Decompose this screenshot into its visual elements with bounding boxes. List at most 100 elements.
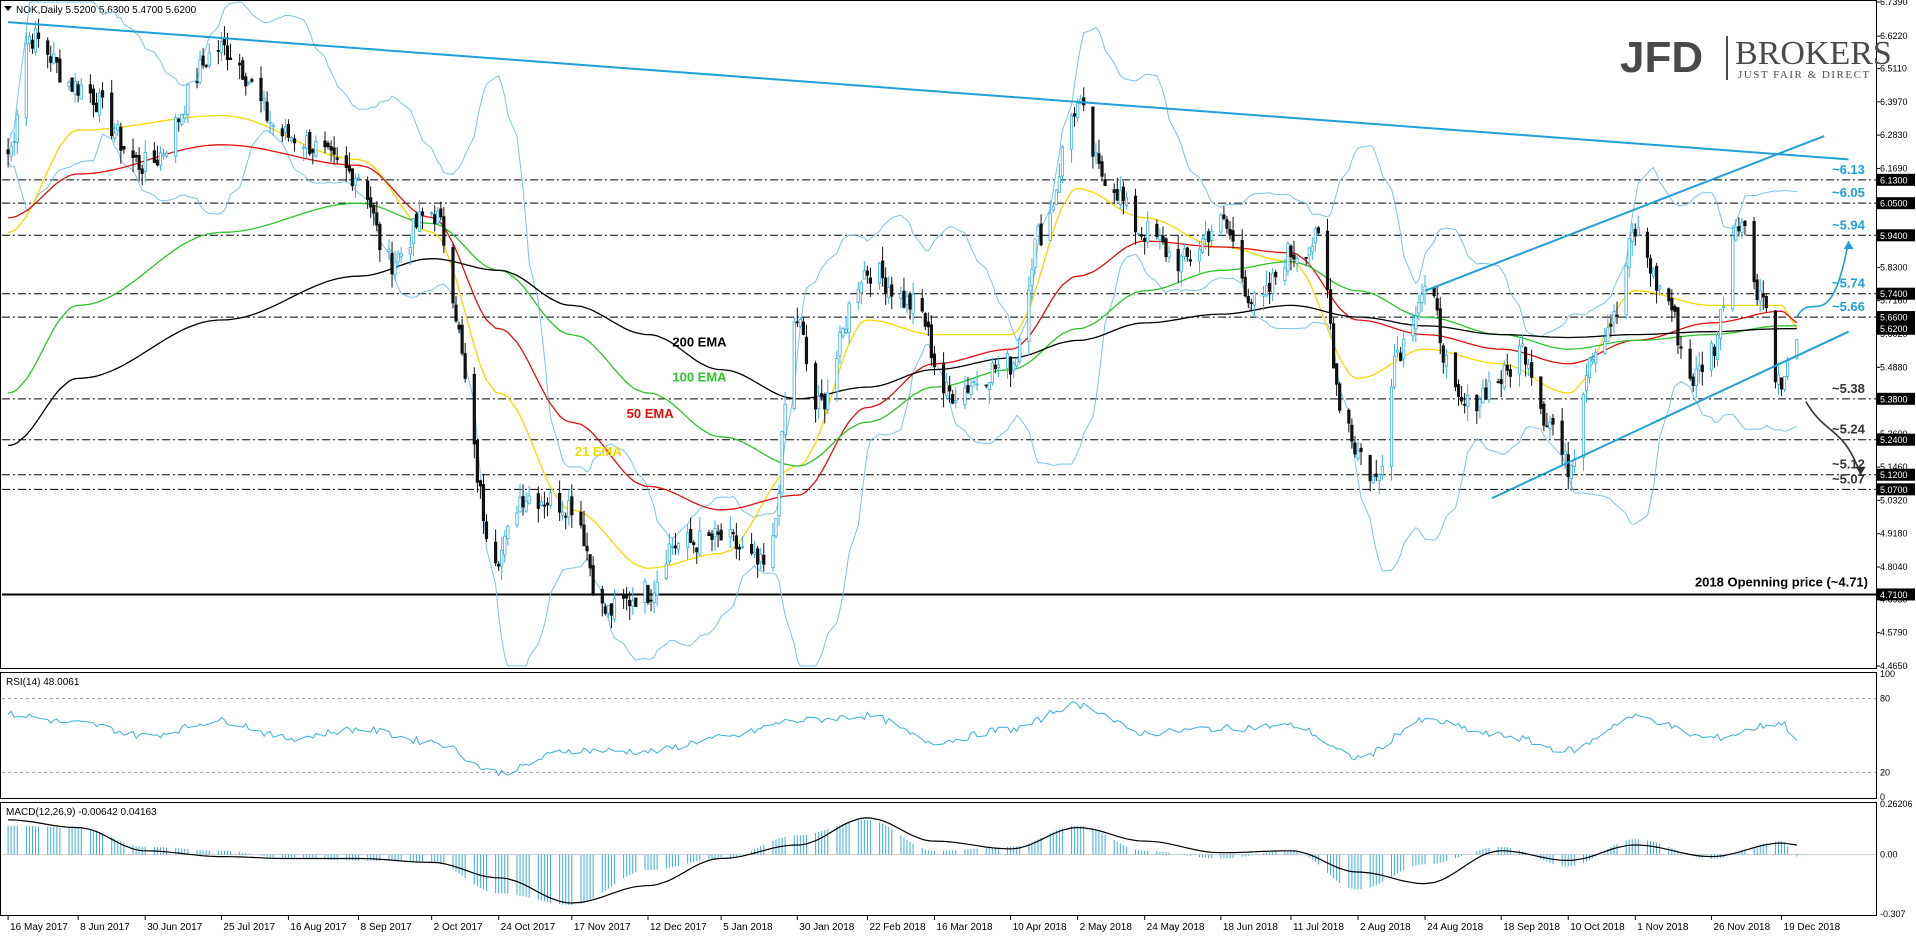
candle-body <box>1499 378 1503 385</box>
candle-body <box>1715 334 1720 361</box>
candle-body <box>1670 297 1674 311</box>
price-tag-box <box>1877 197 1915 210</box>
candle-body <box>1228 228 1232 236</box>
candle-body <box>430 212 434 215</box>
candle-body <box>1182 248 1186 257</box>
rsi-axis-label: 20 <box>1880 767 1890 777</box>
macd-axis-label: 0.00 <box>1880 850 1898 860</box>
candle-body <box>497 563 501 567</box>
bollinger-bands <box>7 1 1798 667</box>
candle-body <box>158 152 163 166</box>
candle-body <box>1274 272 1278 278</box>
candle-body <box>1667 288 1671 302</box>
candle-body <box>643 581 647 604</box>
candle-body <box>177 118 181 123</box>
candle-body <box>1496 381 1500 384</box>
candle-body <box>216 50 220 52</box>
candle-body <box>719 529 723 541</box>
candle-body <box>1627 238 1631 269</box>
candle-body <box>347 165 351 172</box>
candle-body <box>1124 197 1128 206</box>
candle-body <box>350 168 355 187</box>
candle-body <box>591 565 595 594</box>
candle-body <box>161 153 166 157</box>
bollinger-upper <box>7 1 1797 539</box>
candle-body <box>1325 230 1330 290</box>
candle-body <box>228 57 233 61</box>
candle-body <box>1630 231 1634 242</box>
candle-body <box>1371 475 1375 484</box>
candle-body <box>484 521 489 540</box>
price-tag-box <box>1877 468 1915 481</box>
candle-body <box>503 535 507 556</box>
candle-body <box>905 295 909 306</box>
candle-body <box>689 528 693 543</box>
date-axis-label: 16 Mar 2018 <box>936 922 993 933</box>
date-axis-label: 10 Oct 2018 <box>1570 922 1625 933</box>
candle-body <box>1389 386 1394 467</box>
candle-body <box>250 79 254 82</box>
candle-body <box>134 154 138 158</box>
candle-body <box>948 385 952 392</box>
candle-body <box>1054 189 1058 205</box>
candle-body <box>954 399 958 403</box>
candle-body <box>1603 341 1607 354</box>
price-tag-box <box>1877 392 1915 405</box>
candle-body <box>1609 323 1613 327</box>
candle-body <box>265 101 269 121</box>
price-tag-label: 4.7100 <box>1880 590 1908 600</box>
candle-body <box>813 363 818 410</box>
candle-body <box>271 125 275 128</box>
candle-body <box>1097 153 1101 164</box>
support-resistance-levels: ~6.13~6.05~5.94~5.74~5.66~5.38~5.24~5.12… <box>2 162 1876 596</box>
logo-tagline: JUST FAIR & DIRECT <box>1738 69 1871 81</box>
price-axis-label: 6.7390 <box>1880 0 1908 7</box>
candle-body <box>289 137 294 142</box>
candle-body <box>969 385 973 395</box>
price-tag-label: 5.7400 <box>1880 289 1908 299</box>
candle-body <box>58 58 62 83</box>
candle-body <box>1420 293 1424 303</box>
price-axis-label: 6.6220 <box>1880 31 1908 41</box>
date-axis-label: 25 Jul 2017 <box>223 922 275 933</box>
date-axis-label: 5 Jan 2018 <box>723 922 773 933</box>
candle-body <box>1463 403 1467 406</box>
candle-body <box>762 554 766 565</box>
rsi-axis-label: 100 <box>1880 669 1895 679</box>
candle-body <box>286 123 291 138</box>
candle-body <box>1636 227 1640 236</box>
candle-body <box>1545 425 1549 428</box>
candle-body <box>1204 233 1208 240</box>
candle-body <box>478 480 483 487</box>
scenario-bullish-path <box>1796 240 1850 318</box>
rsi-title: RSI(14) 48.0061 <box>6 677 80 688</box>
candle-body <box>1222 214 1226 220</box>
candle-body <box>1782 375 1787 390</box>
candle-body <box>1587 357 1592 379</box>
candle-body <box>902 290 906 308</box>
candle-body <box>536 493 540 509</box>
candle-body <box>1539 376 1543 409</box>
candle-body <box>990 362 994 383</box>
candle-body <box>1764 296 1768 309</box>
candle-body <box>356 177 361 180</box>
candle-body <box>1164 238 1168 258</box>
candle-body <box>152 150 156 163</box>
candle-body <box>841 328 845 337</box>
candle-body <box>94 102 99 113</box>
candle-body <box>1484 387 1488 400</box>
candle-body <box>30 39 35 49</box>
price-tag-label: 6.1300 <box>1880 175 1908 185</box>
date-axis-label: 11 Jul 2018 <box>1293 922 1344 933</box>
candle-body <box>1051 206 1055 211</box>
candle-body <box>1353 442 1357 455</box>
candle-body <box>899 293 903 299</box>
candle-body <box>268 122 272 125</box>
candle-body <box>411 217 415 245</box>
candle-body <box>862 270 866 280</box>
candle-body <box>524 500 528 512</box>
candle-body <box>454 304 458 322</box>
candle-body <box>283 126 287 133</box>
candle-body <box>33 28 38 53</box>
candle-body <box>180 114 184 125</box>
